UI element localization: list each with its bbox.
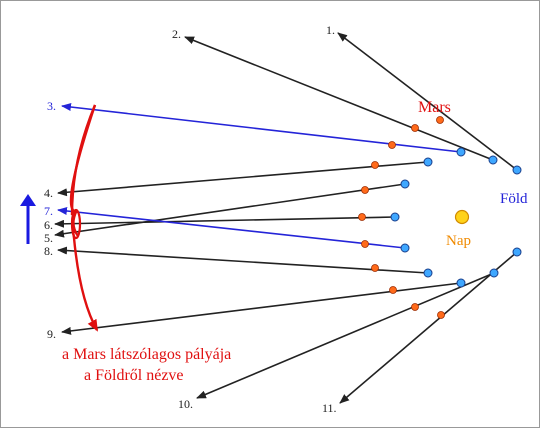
earth-dot (488, 155, 498, 165)
sun (454, 209, 470, 225)
earth-dot (390, 212, 400, 222)
line (57, 246, 429, 274)
line (184, 36, 494, 161)
mars-dot (358, 213, 366, 221)
earth-dot (423, 157, 433, 167)
position-label: 7. (44, 204, 53, 218)
caption: a Földről nézve (84, 367, 184, 384)
line (57, 161, 429, 197)
caption: a Mars látszólagos pályája (62, 346, 231, 363)
position-label: 6. (44, 218, 53, 232)
mars-dot (411, 124, 419, 132)
earth-positions (390, 147, 522, 288)
mars-dot (361, 186, 369, 194)
earth-dot (400, 179, 410, 189)
position-label: 4. (44, 186, 53, 200)
position-label: 8. (44, 244, 53, 258)
position-label: 1. (326, 23, 335, 37)
mars-dot (361, 240, 369, 248)
line (54, 183, 406, 238)
mars-dot (371, 264, 379, 272)
mars-dot (411, 303, 419, 311)
earth-dot (400, 243, 410, 253)
mars-label: Mars (418, 99, 451, 116)
line (54, 216, 396, 228)
mars-dot (437, 311, 445, 319)
retro-loop (70, 208, 82, 240)
mars-dot (389, 286, 397, 294)
earth-label: Föld (500, 191, 528, 207)
position-label: 2. (172, 27, 181, 41)
position-label: 5. (44, 231, 53, 245)
mars-dot (388, 141, 396, 149)
earth-dot (423, 268, 433, 278)
mars-dot (371, 161, 379, 169)
line (339, 251, 518, 404)
earth-dot (489, 268, 499, 278)
apparent-path (70, 104, 97, 216)
line (337, 32, 518, 171)
position-label: 11. (322, 401, 337, 415)
position-label: 10. (178, 397, 193, 411)
position-label: 3. (47, 99, 56, 113)
position-label: 9. (47, 327, 56, 341)
sun-label: Nap (446, 233, 471, 249)
mars-positions (358, 116, 445, 319)
earth-dot (512, 165, 522, 175)
earth-dot (456, 147, 466, 157)
mars-dot (436, 116, 444, 124)
line (57, 207, 406, 249)
earth-dot (512, 247, 522, 257)
line (196, 272, 495, 399)
direction-arrow (20, 194, 36, 206)
earth-dot (456, 278, 466, 288)
